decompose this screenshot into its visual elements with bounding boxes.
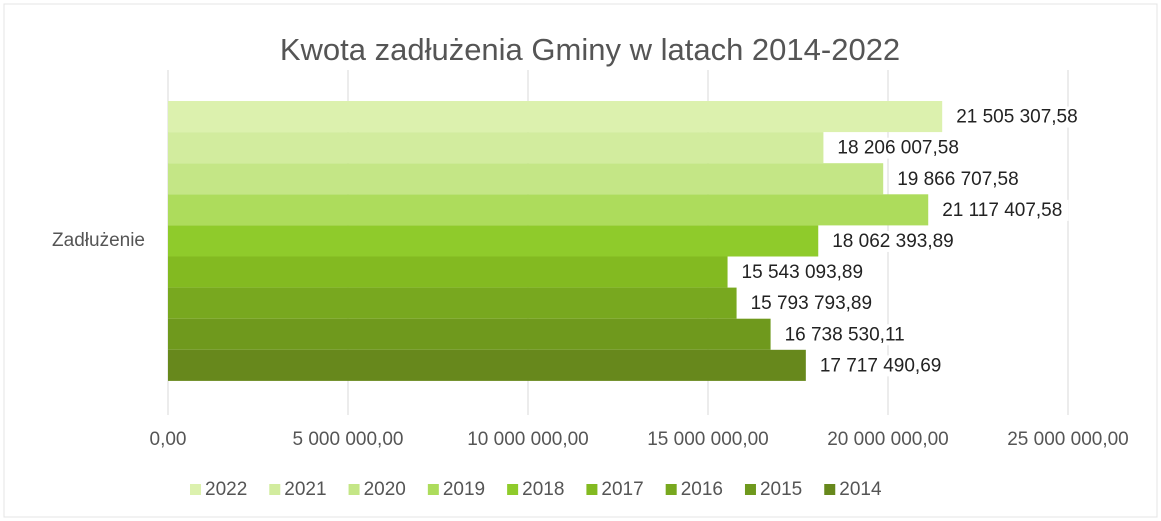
data-label: 15 543 093,89 [742,262,864,283]
legend-swatch [269,484,281,495]
legend-swatch [507,484,519,495]
bar [168,225,819,257]
bar [168,194,929,226]
bar [168,318,771,350]
legend-swatch [824,484,836,495]
data-label: 21 117 407,58 [942,200,1062,221]
legend-label: 2018 [522,479,564,500]
bar [168,256,728,288]
data-label-bg [831,137,965,159]
data-label: 19 866 707,58 [897,169,1019,190]
data-label: 17 717 490,69 [820,355,942,376]
data-label-bg [936,199,1069,221]
x-tick-label: 5 000 000,00 [293,429,404,450]
data-label-bg [826,230,960,252]
legend-label: 2016 [681,479,723,500]
bar [168,163,884,195]
data-label: 21 505 307,58 [956,107,1078,128]
legend-swatch [427,484,439,495]
legend-swatch [744,484,756,495]
data-label: 18 062 393,89 [832,231,954,252]
data-label-bg [813,355,948,377]
legend-swatch [348,484,360,495]
x-tick-label: 20 000 000,00 [827,429,949,450]
x-tick-label: 25 000 000,00 [1007,429,1129,450]
data-label: 18 206 007,58 [837,138,959,159]
data-label: 16 738 530,11 [785,324,905,345]
y-tick-label: Zadłużenie [52,230,145,251]
bar [168,287,737,319]
data-label-bg [950,106,1084,128]
x-tick-label: 10 000 000,00 [467,429,589,450]
bar [168,132,824,164]
bar [168,349,806,381]
legend-label: 2017 [601,479,643,500]
data-label-bg [735,262,870,284]
legend-label: 2021 [284,479,326,500]
legend-label: 2019 [443,479,485,500]
chart-title: Kwota zadłużenia Gminy w latach 2014-202… [280,32,900,67]
x-tick-label: 15 000 000,00 [647,429,769,450]
legend-swatch [190,484,201,495]
legend-label: 2015 [760,479,802,500]
bar [168,101,943,133]
data-label-bg [891,168,1025,190]
x-tick-label: 0,00 [150,429,187,450]
legend-label: 2014 [839,479,882,500]
legend-swatch [586,484,598,495]
legend-label: 2022 [205,479,247,500]
data-label-bg [744,293,879,315]
data-label: 15 793 793,89 [751,293,873,314]
legend-label: 2020 [364,479,406,500]
data-label-bg [778,324,911,346]
legend-swatch [665,484,677,495]
